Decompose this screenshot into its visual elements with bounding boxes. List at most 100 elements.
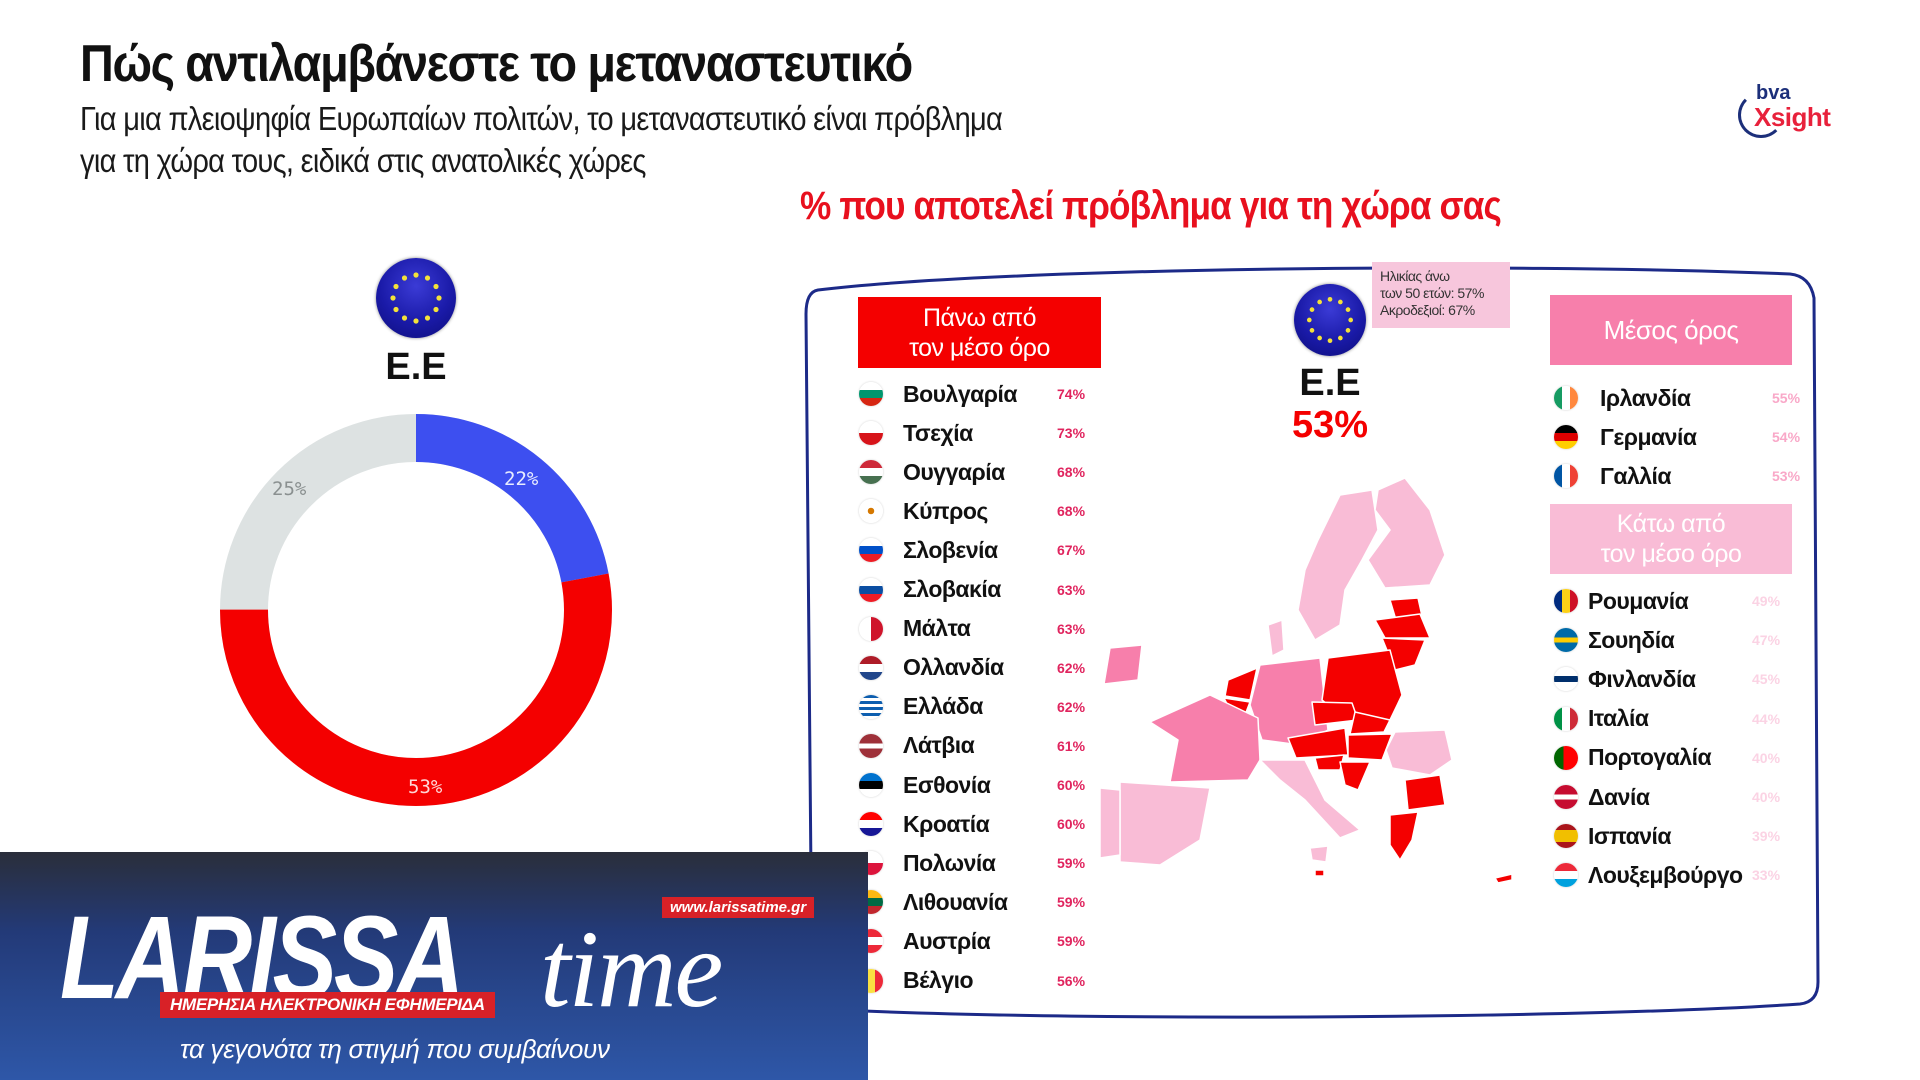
country-row: Πορτογαλία 40%	[1554, 740, 1780, 776]
country-row: Φινλανδία 45%	[1554, 661, 1780, 697]
country-flag-icon	[1554, 745, 1578, 770]
note-line-2: των 50 ετών: 57%	[1380, 285, 1484, 301]
country-percentage: 49%	[1752, 593, 1781, 609]
country-name: Λιθουανία	[903, 888, 1008, 915]
average-header: Μέσος όρος	[1550, 295, 1792, 365]
country-name: Ιρλανδία	[1600, 384, 1691, 411]
country-name: Αυστρία	[903, 927, 991, 954]
larissatime-banner[interactable]: LARISSA time www.larissatime.gr ΗΜΕΡΗΣΙΑ…	[0, 852, 868, 1080]
country-percentage: 54%	[1772, 429, 1801, 445]
country-row: Λιθουανία 59%	[859, 884, 1085, 920]
country-row: Εσθονία 60%	[859, 767, 1085, 803]
country-name: Γαλλία	[1600, 462, 1672, 489]
country-flag-icon	[859, 499, 883, 524]
map-greece	[1389, 811, 1419, 861]
country-row: Κύπρος 68%	[859, 493, 1085, 529]
country-percentage: 56%	[1057, 972, 1086, 989]
country-flag-icon	[1554, 628, 1578, 653]
map-slovakia	[1349, 711, 1391, 735]
country-row: Σουηδία 47%	[1554, 622, 1780, 658]
map-latvia	[1374, 613, 1431, 639]
map-romania	[1385, 729, 1453, 776]
country-row: Βουλγαρία 74%	[859, 376, 1085, 412]
country-row: Ιρλανδία 55%	[1554, 380, 1800, 416]
map-spain	[1119, 781, 1211, 866]
country-name: Μάλτα	[903, 615, 971, 642]
eu-label: Ε.Ε	[385, 346, 447, 388]
country-flag-icon	[859, 773, 883, 797]
country-row: Κροατία 60%	[859, 806, 1085, 842]
country-percentage: 61%	[1057, 737, 1086, 754]
map-czechia	[1311, 701, 1359, 726]
country-flag-icon	[1554, 863, 1578, 888]
country-name: Σλοβενία	[903, 536, 998, 563]
country-percentage: 59%	[1057, 933, 1086, 950]
note-line-1: Ηλικίας άνω	[1380, 268, 1450, 284]
subtitle-line-1: Για μια πλειοψηφία Ευρωπαίων πολιτών, το…	[80, 100, 1003, 137]
country-flag-icon	[859, 382, 883, 406]
map-sweden	[1297, 489, 1379, 641]
donut-chart: 22% 53% 25%	[218, 412, 614, 808]
country-flag-icon	[859, 655, 883, 680]
country-flag-icon	[1554, 785, 1578, 809]
map-croatia	[1339, 761, 1371, 791]
country-row: Σλοβενία 67%	[859, 532, 1085, 568]
country-name: Πολωνία	[903, 849, 996, 876]
country-percentage: 39%	[1752, 828, 1781, 845]
country-percentage: 40%	[1752, 789, 1781, 805]
country-flag-icon	[1554, 464, 1578, 488]
banner-url-link[interactable]: www.larissatime.gr	[662, 897, 815, 918]
logo-bva-text: bva	[1756, 82, 1791, 104]
donut-label-blue: 22%	[504, 468, 539, 490]
eu-choropleth-map	[1100, 477, 1513, 884]
country-percentage: 53%	[1772, 468, 1801, 484]
donut-segment-blue	[220, 414, 612, 806]
country-name: Γερμανία	[1600, 423, 1697, 450]
below-header-line-2: τον μέσο όρο	[1600, 540, 1742, 568]
demographic-note: Ηλικίας άνω των 50 ετών: 57% Ακροδεξιοί:…	[1372, 262, 1510, 328]
country-name: Ιταλία	[1588, 705, 1649, 732]
country-percentage: 63%	[1057, 581, 1086, 598]
below-header-line-1: Κάτω από	[1616, 510, 1726, 538]
country-row: Βέλγιο 56%	[859, 963, 1085, 999]
country-flag-icon	[1554, 425, 1578, 449]
country-row: Ιταλία 44%	[1554, 701, 1780, 737]
country-flag-icon	[859, 733, 883, 758]
map-sicily	[1309, 845, 1329, 863]
banner-tagline: ΗΜΕΡΗΣΙΑ ΗΛΕΚΤΡΟΝΙΚΗ ΕΦΗΜΕΡΙΔΑ	[160, 992, 495, 1018]
country-row: Ισπανία 39%	[1554, 818, 1780, 854]
country-name: Φινλανδία	[1588, 665, 1696, 692]
country-row: Ελλάδα 62%	[859, 689, 1085, 725]
country-row: Ουγγαρία 68%	[859, 454, 1085, 490]
eu-flag-icon-map	[1294, 284, 1366, 356]
country-flag-icon	[1554, 706, 1578, 731]
note-line-3: Ακροδεξιοί: 67%	[1380, 302, 1475, 318]
subtitle-line-2: για τη χώρα τους, ειδικά στις ανατολικές…	[80, 142, 646, 179]
country-name: Ισπανία	[1588, 822, 1672, 849]
country-row: Μάλτα 63%	[859, 611, 1085, 647]
country-name: Τσεχία	[903, 419, 973, 446]
country-percentage: 62%	[1057, 659, 1086, 676]
above-header-line-1: Πάνω από	[922, 303, 1037, 332]
banner-brand-time: time	[540, 908, 723, 1030]
logo-arc-icon	[1738, 92, 1784, 138]
country-percentage: 47%	[1752, 632, 1781, 649]
page-title: Πώς αντιλαμβάνεστε το μεταναστευτικό	[80, 35, 913, 93]
country-percentage: 44%	[1752, 710, 1781, 727]
country-row: Πολωνία 59%	[859, 845, 1085, 881]
above-header-line-2: τον μέσο όρο	[909, 333, 1050, 362]
country-name: Σουηδία	[1588, 626, 1675, 653]
eu-flag-icon	[376, 258, 456, 338]
country-flag-icon	[1554, 386, 1578, 410]
map-finland	[1367, 477, 1446, 589]
country-name: Ρουμανία	[1588, 587, 1689, 614]
banner-slogan: τα γεγονότα τη στιγμή που συμβαίνουν	[180, 1034, 610, 1064]
country-name: Ουγγαρία	[903, 458, 1005, 485]
country-flag-icon	[859, 460, 883, 485]
country-percentage: 33%	[1752, 867, 1781, 884]
country-name: Ολλανδία	[903, 654, 1004, 681]
country-row: Σλοβακία 63%	[859, 572, 1085, 608]
country-percentage: 73%	[1057, 425, 1086, 442]
country-percentage: 55%	[1772, 390, 1801, 406]
map-bulgaria	[1404, 774, 1446, 811]
